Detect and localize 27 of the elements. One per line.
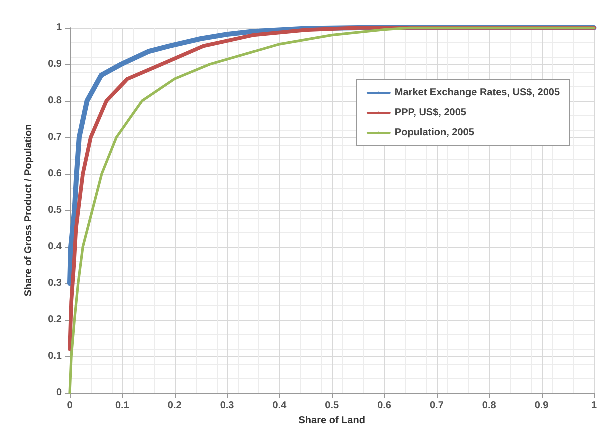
x-tick-label: 0.1 [115,400,130,412]
y-tick-label: 0.3 [48,278,62,289]
x-tick-label: 1 [591,400,598,412]
x-tick-label: 0.8 [482,400,497,412]
x-tick-label: 0.9 [534,400,550,412]
y-tick-label: 0.7 [48,132,62,143]
y-axis-title: Share of Gross Product / Population [24,124,34,297]
legend-label: Population, 2005 [394,128,475,138]
x-axis-title: Share of Land [298,415,366,426]
x-tick-label: 0.4 [272,400,288,412]
x-tick-label: 0.5 [325,400,340,412]
x-tick-label: 0.2 [168,400,182,412]
legend-label: PPP, US$, 2005 [394,108,467,118]
y-tick-label: 0.9 [48,59,62,70]
y-tick-label: 0.5 [48,205,62,216]
y-tick-label: 0.8 [48,96,62,106]
y-tick-label: 0 [56,388,62,398]
y-tick-label: 1 [56,22,62,34]
x-tick-label: 0 [67,400,74,412]
x-tick-label: 0.3 [220,400,235,412]
y-tick-label: 0.1 [48,351,62,362]
x-tick-label: 0.6 [378,400,392,412]
y-tick-label: 0.4 [48,242,62,252]
x-tick-label: 0.7 [430,400,444,412]
legend-label: Market Exchange Rates, US$, 2005 [394,88,560,98]
y-tick-label: 0.2 [48,314,62,326]
y-tick-label: 0.6 [48,168,62,180]
